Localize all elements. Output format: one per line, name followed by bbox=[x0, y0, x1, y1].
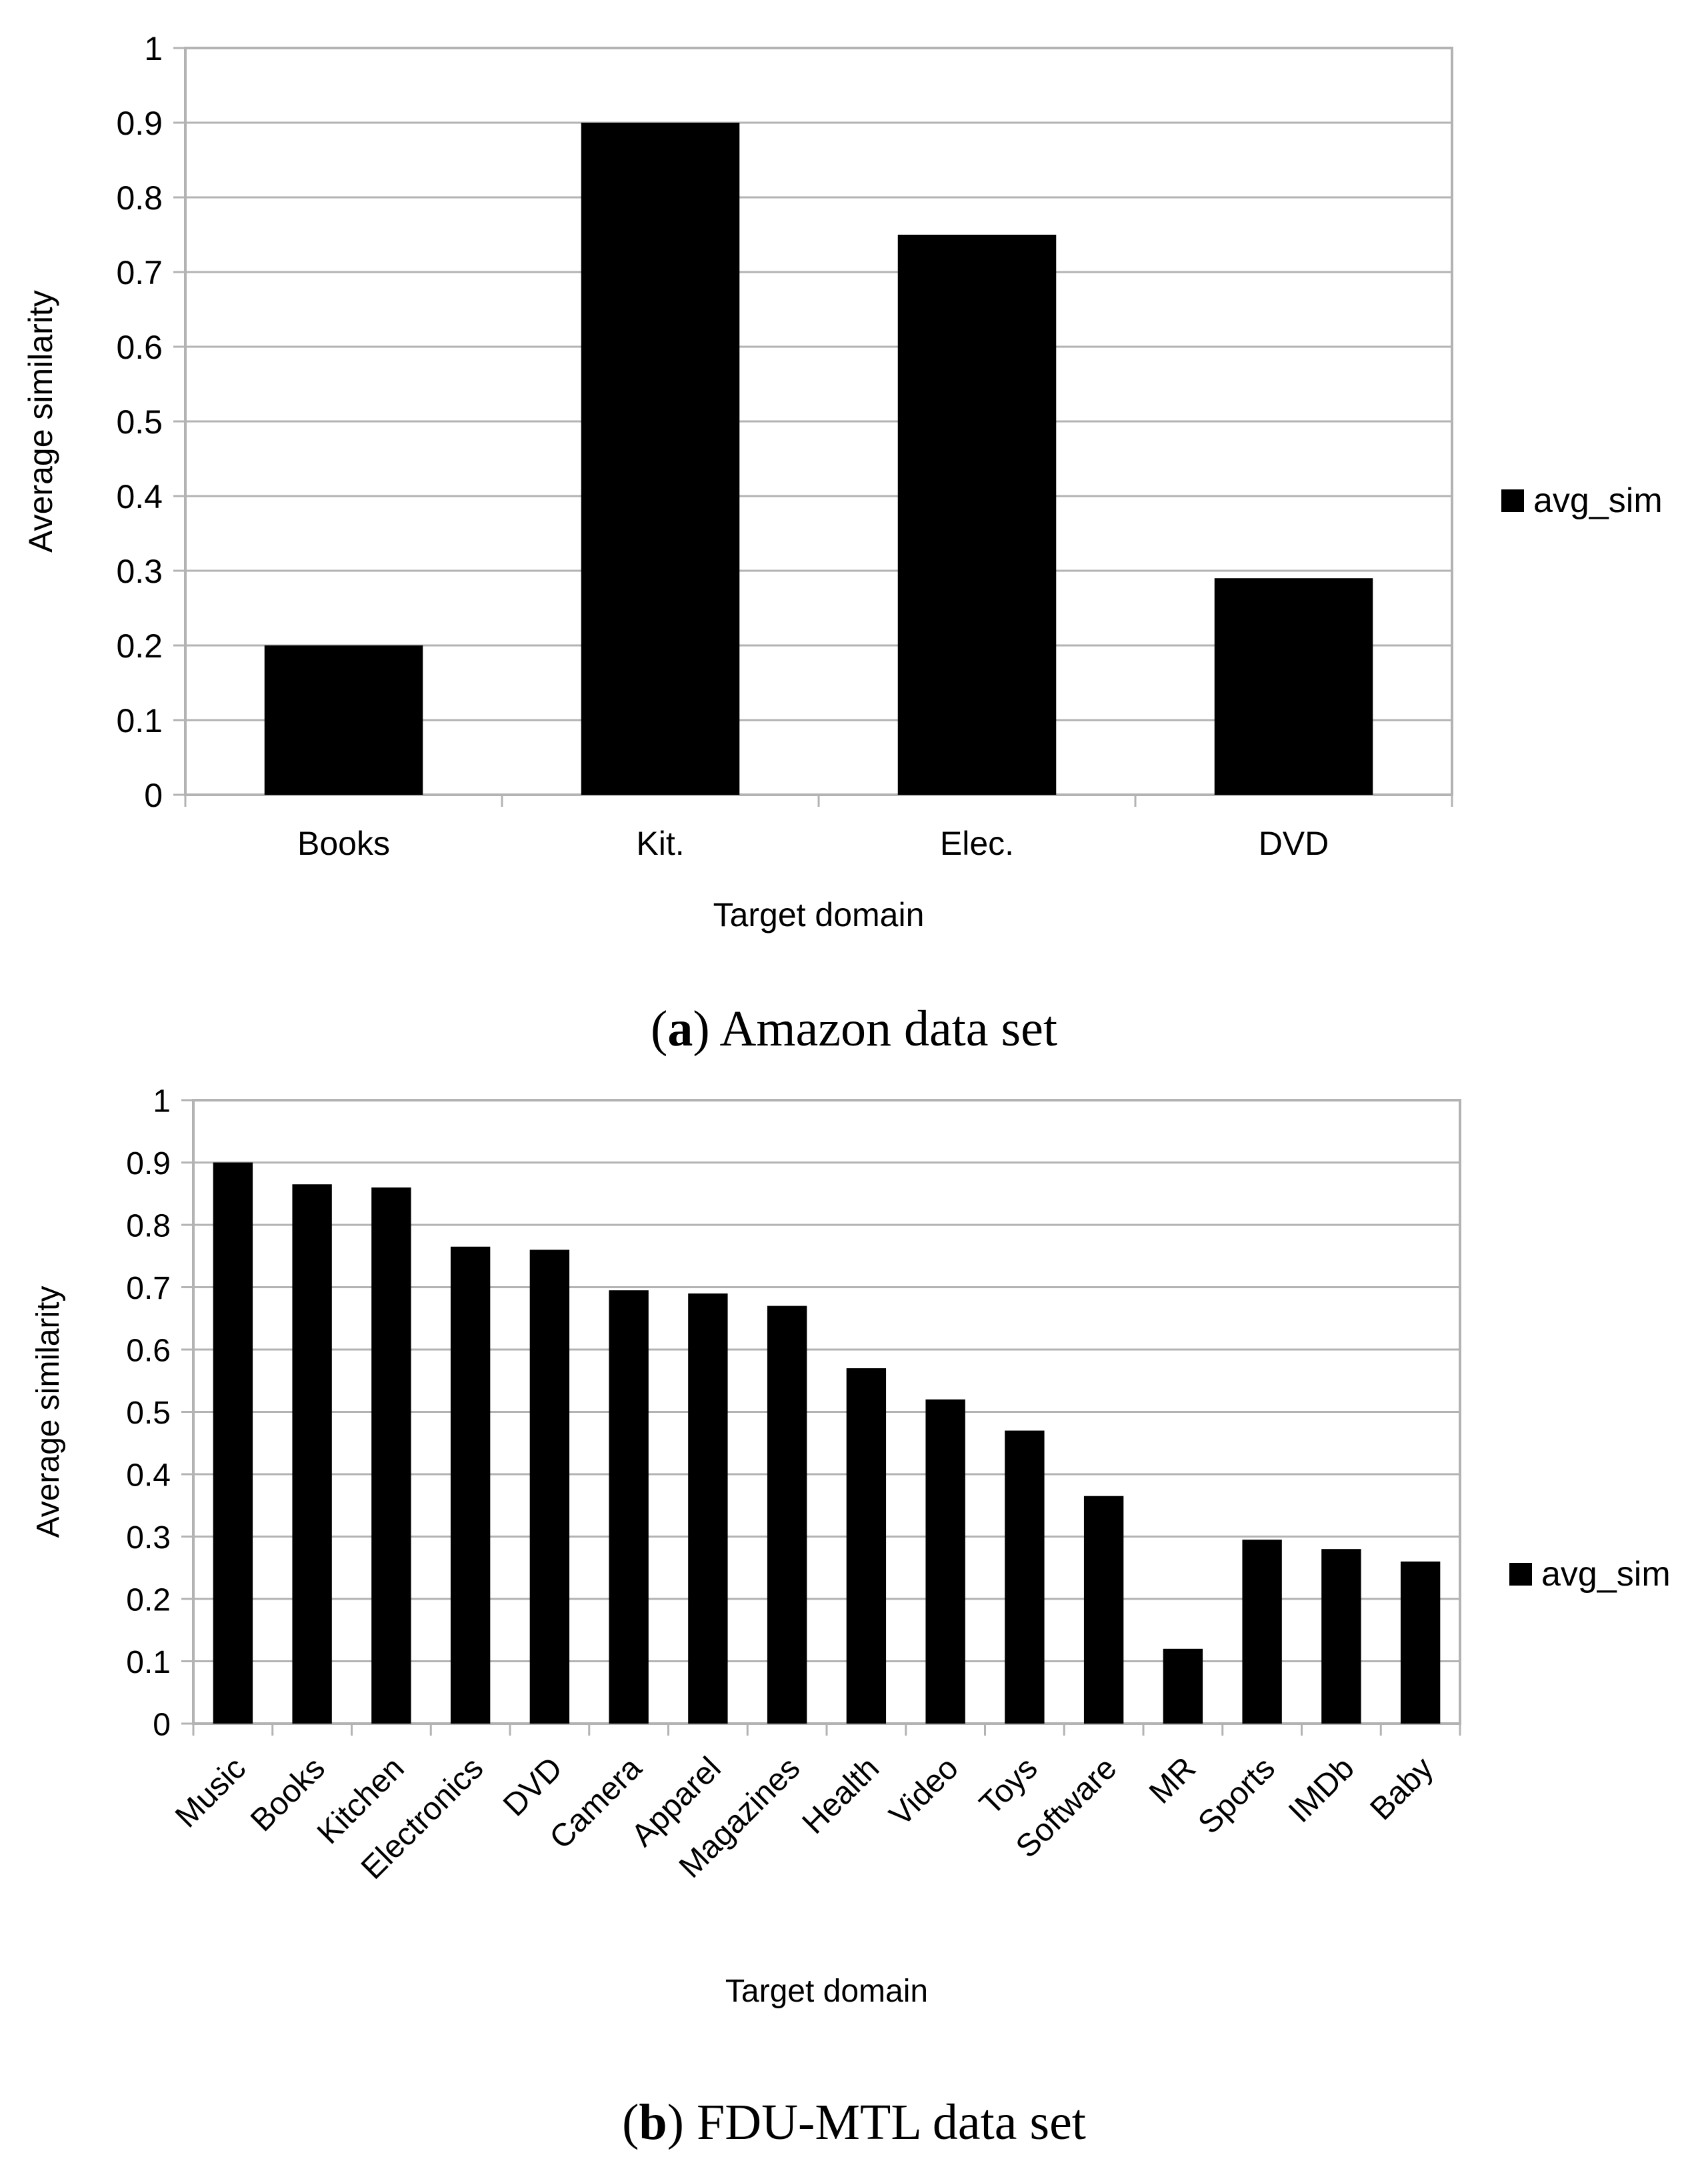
bar-camera bbox=[609, 1290, 649, 1724]
bar-sports bbox=[1242, 1540, 1282, 1724]
bar-dvd bbox=[1214, 578, 1373, 795]
y-tick-label: 0.6 bbox=[126, 1333, 171, 1368]
bar-electronics bbox=[450, 1246, 491, 1724]
y-tick-label: 0.4 bbox=[116, 478, 163, 515]
bar-dvd bbox=[529, 1250, 570, 1724]
chart-amazon: 0 0.1 0.2 0.3 0.4 0.5 0.6 0.7 0.8 0.9 1 Books Kit. El… bbox=[22, 30, 1663, 933]
bar-music bbox=[213, 1162, 253, 1724]
bar-magazines bbox=[767, 1306, 807, 1724]
y-tick-label: 0.5 bbox=[126, 1396, 171, 1431]
bar-baby bbox=[1400, 1561, 1441, 1724]
y-tick-label: 0.1 bbox=[126, 1645, 171, 1680]
x-tick-label: IMDb bbox=[1282, 1750, 1361, 1830]
x-axis-title: Target domain bbox=[725, 1974, 928, 2009]
x-tick-label: Sports bbox=[1191, 1750, 1282, 1841]
x-tick-label: Baby bbox=[1364, 1750, 1441, 1827]
bar-imdb bbox=[1321, 1549, 1361, 1724]
y-axis-title: Average similarity bbox=[31, 1286, 66, 1538]
y-tick-label: 0.1 bbox=[116, 702, 163, 739]
y-tick-label: 0.3 bbox=[126, 1520, 171, 1556]
legend-label: avg_sim bbox=[1533, 481, 1663, 520]
y-tick-label: 1 bbox=[144, 30, 163, 67]
bar-video bbox=[925, 1399, 965, 1724]
y-tick-label: 0.2 bbox=[116, 627, 163, 665]
bar-books bbox=[292, 1184, 332, 1724]
y-tick-label: 0.7 bbox=[126, 1271, 171, 1306]
y-tick-label: 0.3 bbox=[116, 553, 163, 590]
x-tick-label: MR bbox=[1143, 1750, 1203, 1810]
bar-elec- bbox=[897, 235, 1057, 795]
bar-software bbox=[1083, 1496, 1124, 1724]
x-tick-label: DVD bbox=[1259, 825, 1329, 862]
caption-b: (b) FDU-MTL data set bbox=[622, 2094, 1086, 2150]
x-tick-label: Health bbox=[796, 1750, 887, 1841]
x-tick-label: Toys bbox=[973, 1750, 1044, 1822]
bar-toys bbox=[1005, 1430, 1045, 1724]
x-tick-label: Kit. bbox=[636, 825, 684, 862]
y-tick-label: 0 bbox=[153, 1707, 171, 1742]
bar-mr bbox=[1163, 1648, 1203, 1724]
chart-fdu-mtl: 00.10.20.30.40.50.60.70.80.91MusicBooksK… bbox=[31, 1083, 1671, 2009]
y-tick-label: 0.8 bbox=[116, 179, 163, 217]
x-axis-title: Target domain bbox=[713, 896, 925, 933]
y-tick-label: 0.7 bbox=[116, 254, 163, 291]
bar-apparel bbox=[688, 1293, 728, 1724]
legend-swatch bbox=[1509, 1563, 1532, 1586]
y-tick-label: 0.4 bbox=[126, 1458, 171, 1493]
bar-kit- bbox=[581, 123, 740, 795]
x-tick-label: Video bbox=[883, 1750, 965, 1833]
x-tick-label: Music bbox=[169, 1750, 253, 1834]
bar-books bbox=[264, 645, 423, 795]
y-axis-title: Average similarity bbox=[22, 290, 59, 553]
x-tick-label: DVD bbox=[497, 1750, 569, 1823]
y-tick-label: 0.9 bbox=[126, 1146, 171, 1182]
y-tick-label: 0.8 bbox=[126, 1208, 171, 1244]
bar-health bbox=[846, 1368, 887, 1724]
legend-label: avg_sim bbox=[1541, 1555, 1671, 1594]
y-tick-label: 0.2 bbox=[126, 1582, 171, 1618]
x-tick-label: Books bbox=[297, 825, 390, 862]
y-tick-label: 0.6 bbox=[116, 329, 163, 366]
y-tick-label: 0.9 bbox=[116, 105, 163, 142]
y-tick-label: 0.5 bbox=[116, 403, 163, 441]
caption-a: (a) Amazon data set bbox=[651, 1001, 1057, 1057]
x-tick-label: Elec. bbox=[940, 825, 1014, 862]
y-tick-label: 0 bbox=[144, 777, 163, 814]
y-tick-label: 1 bbox=[153, 1083, 171, 1119]
bar-kitchen bbox=[371, 1187, 411, 1724]
legend-swatch bbox=[1501, 489, 1524, 512]
